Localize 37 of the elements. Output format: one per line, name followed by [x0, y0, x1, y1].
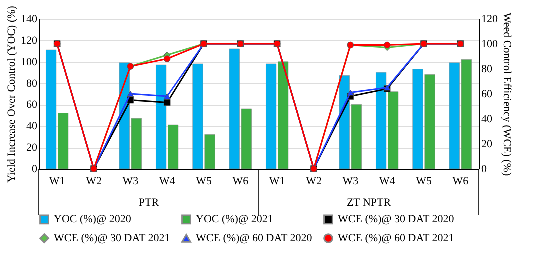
y-tick-label: 60 [26, 99, 38, 112]
legend-label: WCE (%)@ 30 DAT 2021 [54, 232, 170, 244]
y-tick-label: 80 [26, 78, 38, 90]
x-tick-label: W4 [379, 176, 396, 188]
y-tick-label: 0 [32, 164, 38, 176]
y-tick-label: 120 [21, 34, 38, 47]
y2-tick-label: 40 [482, 114, 493, 126]
legend-label: YOC (%)@ 2021 [196, 214, 274, 226]
x-tick-label: W5 [416, 176, 432, 188]
text: ZT NPTR [346, 197, 392, 209]
y2-tick-label: 120 [482, 14, 498, 26]
x-tick-label: W4 [159, 176, 176, 188]
y-tick-label: 140 [21, 14, 38, 26]
x-tick-label: W1 [49, 176, 66, 188]
y-tick-label: 40 [26, 120, 38, 133]
legend-label: WCE (%)@ 60 DAT 2020 [196, 232, 313, 244]
legend-label: YOC (%)@ 2020 [54, 214, 132, 226]
x-tick-label: W6 [232, 176, 250, 188]
y-axis-title: Yield Increase Over Control (YOC) (%) [6, 6, 18, 183]
y2-tick-label: 80 [482, 64, 493, 76]
y-tick-label: 20 [26, 142, 38, 154]
x-tick-label: W2 [306, 176, 322, 188]
y2-tick-label: 0 [482, 164, 488, 176]
x-tick-label: W3 [342, 176, 360, 188]
legend-label: WCE (%)@ 30 DAT 2020 [338, 214, 455, 226]
y2-axis-title: Weed Control Efficiency (WCE) (%) [501, 12, 513, 176]
x-tick-label: W5 [196, 176, 212, 188]
legend-label: WCE (%)@ 60 DAT 2021 [338, 232, 454, 244]
x-tick-label: W1 [269, 176, 286, 188]
y2-tick-label: 100 [482, 38, 498, 50]
y2-tick-label: 20 [482, 138, 493, 150]
y2-tick-label: 60 [482, 88, 493, 100]
x-tick-label: W6 [452, 176, 470, 188]
text: PTR [138, 197, 160, 209]
x-tick-label: W2 [86, 176, 102, 188]
x-tick-label: W3 [122, 176, 140, 188]
y-tick-label: 100 [21, 56, 38, 68]
